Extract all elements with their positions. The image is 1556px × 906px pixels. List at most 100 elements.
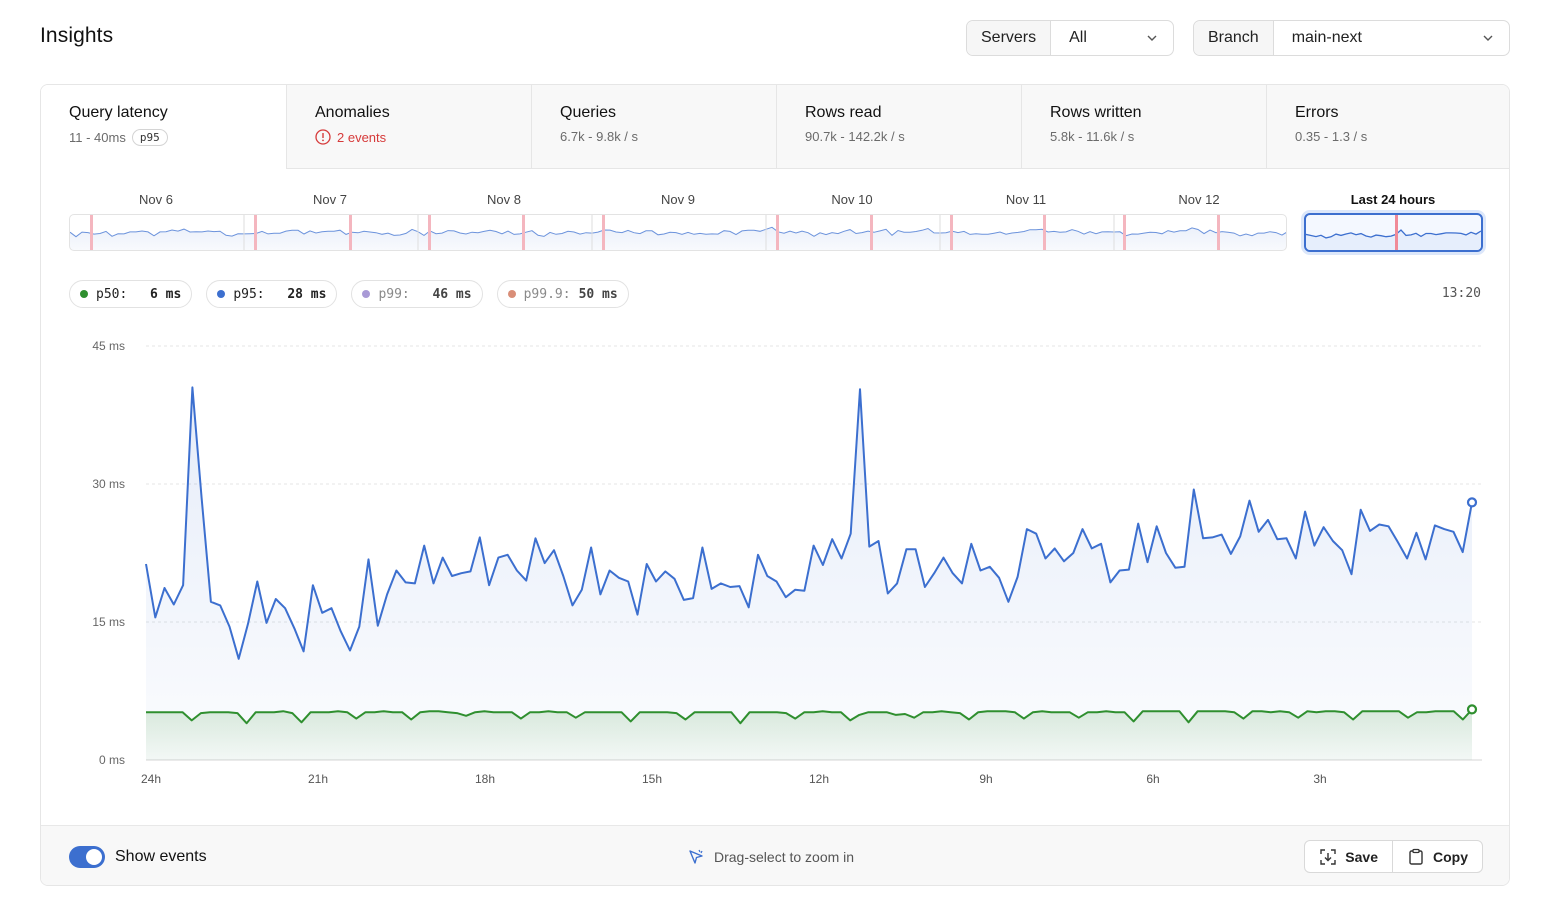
legend-value: 46 ms (432, 286, 472, 302)
event-marker (1123, 215, 1126, 250)
sparkline (70, 226, 1286, 238)
tab-range: 6.7k - 9.8k / s (560, 129, 639, 144)
tab-range: 0.35 - 1.3 / s (1295, 129, 1368, 144)
event-marker (950, 215, 953, 250)
chevron-down-icon (1147, 35, 1157, 41)
legend-p95[interactable]: p95: 28 ms (206, 280, 338, 308)
y-tick-label: 45 ms (92, 339, 125, 353)
last-24h-selector[interactable] (1304, 213, 1483, 252)
x-tick-label: 24h (141, 772, 161, 786)
day-label: Nov 7 (313, 192, 347, 207)
event-marker (870, 215, 873, 250)
tab-title: Rows written (1050, 104, 1142, 121)
tab-subtitle: 2 events (315, 129, 503, 145)
toggle-knob (86, 849, 102, 865)
p95-area (146, 387, 1472, 760)
x-tick-label: 9h (979, 772, 992, 786)
servers-dropdown[interactable]: All (1051, 21, 1173, 55)
x-tick-label: 12h (809, 772, 829, 786)
zoom-hint-text: Drag-select to zoom in (714, 849, 855, 865)
cursor-select-icon (689, 849, 703, 864)
percentile-legend: p50: 6 ms p95: 28 ms p99: 46 ms p99.9: 5… (69, 280, 629, 308)
tab-anomalies[interactable]: Anomalies 2 events (286, 85, 531, 169)
export-buttons: Save Copy (1304, 840, 1483, 873)
x-tick-label: 3h (1313, 772, 1326, 786)
legend-name: p95: (233, 286, 265, 302)
day-label: Nov 8 (487, 192, 521, 207)
insights-card: Query latency 11 - 40ms p95 Anomalies 2 … (40, 84, 1510, 886)
p95-endpoint (1466, 497, 1478, 508)
legend-dot (80, 290, 88, 298)
branch-dropdown[interactable]: main-next (1274, 21, 1509, 55)
branch-value: main-next (1291, 29, 1362, 46)
p50-area (146, 709, 1472, 760)
latency-chart[interactable]: 45 ms 30 ms 15 ms 0 ms 24h 21h 18h 15h 12h 9h 6h 3h (41, 325, 1510, 795)
tab-queries[interactable]: Queries 6.7k - 9.8k / s (531, 85, 776, 169)
last-24h-line (1306, 229, 1481, 239)
overview-sparkline (70, 215, 1286, 250)
tab-rows-written[interactable]: Rows written 5.8k - 11.6k / s (1021, 85, 1266, 169)
tab-errors[interactable]: Errors 0.35 - 1.3 / s (1266, 85, 1509, 169)
tab-range: 5.8k - 11.6k / s (1050, 129, 1135, 144)
tab-rows-read[interactable]: Rows read 90.7k - 142.2k / s (776, 85, 1021, 169)
alert-circle-icon (315, 129, 331, 145)
x-tick-label: 18h (475, 772, 495, 786)
show-events-toggle[interactable] (69, 846, 105, 868)
day-label: Nov 9 (661, 192, 695, 207)
day-label: Nov 6 (139, 192, 173, 207)
clipboard-icon (1409, 848, 1423, 865)
tab-title: Anomalies (315, 104, 390, 121)
legend-name: p50: (96, 286, 128, 302)
legend-name: p99.9: (523, 286, 571, 302)
tab-title: Errors (1295, 104, 1339, 121)
save-button[interactable]: Save (1305, 841, 1392, 872)
event-marker (522, 215, 525, 250)
legend-p50[interactable]: p50: 6 ms (69, 280, 193, 308)
tab-subtitle: 6.7k - 9.8k / s (560, 129, 748, 144)
p50-line (146, 708, 1473, 725)
servers-selector[interactable]: Servers All (966, 20, 1174, 56)
p95-line (145, 386, 1473, 660)
servers-value: All (1069, 29, 1087, 46)
tab-subtitle: 0.35 - 1.3 / s (1295, 129, 1483, 144)
day-label-last-24h: Last 24 hours (1350, 192, 1436, 207)
tab-subtitle: 5.8k - 11.6k / s (1050, 129, 1238, 144)
y-tick-label: 30 ms (92, 477, 125, 491)
sparkline-area (70, 227, 1286, 250)
show-events-label: Show events (115, 848, 207, 865)
chart-footer: Show events Drag-select to zoom in Save … (41, 825, 1509, 885)
servers-label: Servers (967, 21, 1052, 55)
legend-p99-9[interactable]: p99.9: 50 ms (496, 280, 629, 308)
tab-title: Query latency (69, 104, 168, 121)
copy-button[interactable]: Copy (1392, 841, 1482, 872)
y-tick-label: 15 ms (92, 615, 125, 629)
legend-value: 50 ms (578, 286, 618, 302)
zoom-hint: Drag-select to zoom in (687, 848, 854, 866)
copy-label: Copy (1433, 848, 1468, 865)
last-24h-sparkline (1306, 215, 1481, 250)
tab-subtitle: 90.7k - 142.2k / s (805, 129, 993, 144)
percentile-badge: p95 (131, 129, 168, 146)
page-title: Insights (40, 24, 114, 47)
tab-query-latency[interactable]: Query latency 11 - 40ms p95 (41, 85, 286, 169)
branch-label: Branch (1194, 21, 1274, 55)
event-marker (776, 215, 779, 250)
legend-dot (217, 290, 226, 298)
event-marker (1217, 215, 1220, 250)
legend-name: p99: (378, 286, 410, 302)
overview-timeline[interactable] (69, 214, 1287, 251)
event-marker (602, 215, 605, 250)
save-label: Save (1345, 848, 1378, 865)
legend-dot (507, 290, 516, 298)
legend-p99[interactable]: p99: 46 ms (351, 280, 483, 308)
tab-title: Rows read (805, 104, 882, 121)
tab-range: 11 - 40ms (69, 130, 126, 145)
event-marker (1395, 215, 1398, 250)
metric-tabs: Query latency 11 - 40ms p95 Anomalies 2 … (41, 85, 1509, 169)
branch-selector[interactable]: Branch main-next (1193, 20, 1510, 56)
legend-value: 28 ms (287, 286, 327, 302)
x-tick-label: 15h (642, 772, 662, 786)
anomaly-count: 2 events (337, 129, 387, 145)
event-marker (1043, 215, 1046, 250)
legend-value: 6 ms (150, 286, 182, 302)
